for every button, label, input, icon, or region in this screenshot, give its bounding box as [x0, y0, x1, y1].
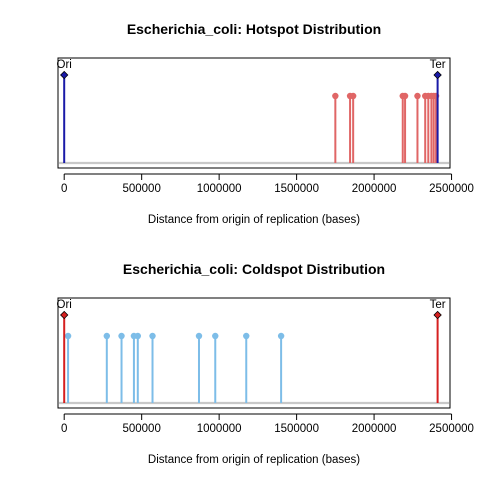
x-tick-label: 1000000	[197, 423, 242, 435]
spot-point	[212, 332, 219, 340]
marker-label-ter: Ter	[430, 299, 446, 311]
x-tick-label: 2500000	[429, 183, 474, 195]
spot-point	[277, 332, 285, 340]
chart-title: Escherichia_coli: Coldspot Distribution	[123, 261, 385, 277]
x-tick-label: 2000000	[352, 423, 397, 435]
x-axis-label: Distance from origin of replication (bas…	[148, 454, 360, 466]
marker-diamond-ori	[60, 70, 69, 80]
x-tick-label: 500000	[122, 183, 160, 195]
x-tick-label: 1000000	[197, 183, 242, 195]
x-tick-label: 2000000	[352, 183, 397, 195]
spot-point	[195, 332, 203, 340]
marker-diamond-ter	[433, 310, 442, 320]
x-tick-label: 1500000	[274, 183, 319, 195]
chart-panel-coldspot: Escherichia_coli: Coldspot Distribution O…	[57, 261, 474, 466]
x-tick-label: 0	[61, 423, 67, 435]
x-tick-label: 0	[61, 183, 67, 195]
spot-point	[243, 332, 250, 340]
spot-point	[414, 92, 421, 100]
spot-point	[118, 332, 125, 340]
x-tick-label: 500000	[122, 423, 160, 435]
chart-panel-hotspot: Escherichia_coli: Hotspot Distribution Or…	[57, 21, 474, 226]
spot-point	[64, 332, 72, 340]
x-tick-label: 1500000	[274, 423, 319, 435]
x-axis-label: Distance from origin of replication (bas…	[148, 214, 360, 226]
plot-frame	[57, 57, 451, 169]
spot-point	[401, 92, 409, 100]
spot-point	[349, 92, 357, 100]
spot-point	[103, 332, 111, 340]
marker-diamond-ter	[433, 70, 442, 80]
marker-label-ter: Ter	[430, 59, 446, 71]
spot-point	[134, 332, 141, 340]
plot-frame	[57, 297, 451, 409]
marker-diamond-ori	[60, 310, 69, 320]
spot-point	[149, 332, 156, 340]
x-tick-label: 2500000	[429, 423, 474, 435]
chart-title: Escherichia_coli: Hotspot Distribution	[127, 21, 381, 37]
marker-label-ori: Ori	[57, 59, 72, 71]
marker-label-ori: Ori	[57, 299, 72, 311]
spot-point	[332, 92, 339, 100]
